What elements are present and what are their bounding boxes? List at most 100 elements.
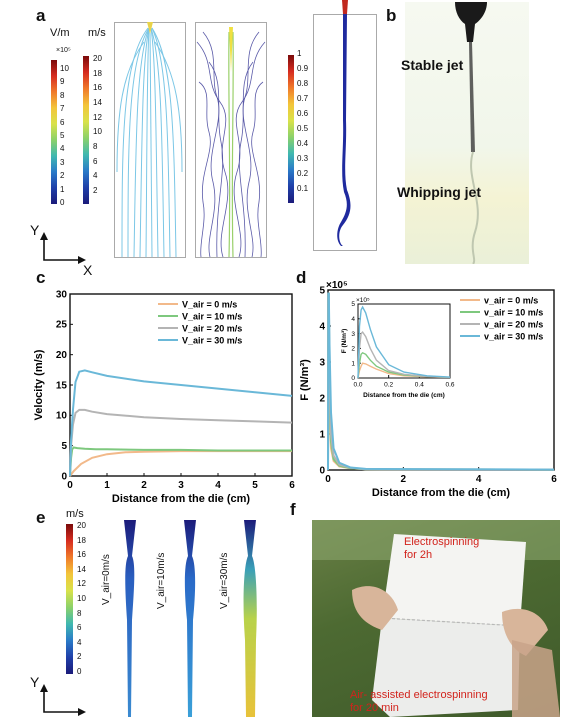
c-legend-label-0: V_air = 0 m/s (182, 300, 237, 310)
e-tick-3: 14 (77, 564, 86, 574)
axis-y-indicator-e: Y (30, 674, 40, 690)
c-xtick-label: 0 (67, 480, 73, 491)
phase-tick-0: 1 (297, 49, 302, 58)
d-ytick-label: 4 (319, 321, 325, 332)
colorbar-exponent: ×10⁵ (56, 47, 71, 54)
efield-streamline-plot (114, 22, 186, 258)
panel-label-c: c (36, 268, 46, 287)
c-xtick-label: 5 (252, 480, 258, 491)
axis-arrows-e (40, 684, 86, 716)
c-xtick-label: 6 (289, 480, 295, 491)
panel-label-e: e (36, 508, 46, 527)
e-tick-5: 10 (77, 594, 86, 603)
velocity-streamline-plot (195, 22, 267, 258)
d-inset-ytick-label: 3 (351, 331, 355, 338)
d-inset-y-exponent: ×10⁵ (356, 297, 370, 304)
d-inset-ytick-label: 1 (351, 360, 355, 367)
d-inset-ytick-label: 0 (351, 375, 355, 382)
c-xtick-label: 3 (178, 480, 184, 491)
efield-tick-9: 1 (60, 184, 65, 194)
c-legend-label-3: V_air = 30 m/s (182, 336, 242, 346)
panel-label-d: d (296, 268, 307, 287)
d-legend-label-0: v_air = 0 m/s (484, 296, 538, 306)
c-ytick-label: 10 (56, 411, 68, 422)
d-inset-ytick-label: 5 (351, 301, 355, 308)
panel-label-f: f (290, 500, 296, 519)
stable-jet-label: Stable jet (401, 57, 464, 73)
e-tick-6: 8 (77, 608, 82, 618)
d-inset-ylabel: F (N/m³) (341, 329, 348, 354)
d-inset-ytick-label: 2 (351, 346, 355, 353)
d-inset-series-line-2 (357, 331, 451, 379)
c-ytick-label: 25 (56, 320, 68, 331)
d-legend-label-2: v_air = 20 m/s (484, 320, 543, 330)
d-inset-plot-frame (357, 303, 451, 379)
c-legend-label-2: V_air = 20 m/s (182, 324, 242, 334)
efield-tick-5: 5 (60, 131, 65, 140)
phase-tick-6: 0.4 (297, 139, 309, 148)
colorbar-e (66, 524, 73, 674)
velocity-tick-2: 16 (93, 83, 102, 93)
d-ytick-label: 2 (319, 393, 325, 404)
photo-jet (405, 2, 529, 265)
phase-tick-9: 0.1 (297, 184, 309, 193)
d-inset-xtick-label: 0.4 (415, 382, 424, 389)
colorbar-phase (288, 55, 294, 203)
efield-tick-8: 2 (60, 171, 65, 181)
sim-label-30: V_air=30m/s (219, 552, 230, 609)
axis-arrows-a (40, 232, 86, 264)
force-chart: 0 2 4 6 0 1 2 3 4 5 Distance from the die (cm) F (N… (299, 280, 557, 499)
e-tick-7: 6 (77, 623, 82, 633)
c-xtick-label: 1 (104, 480, 110, 491)
c-xtick-label: 4 (215, 480, 221, 491)
jet-photo-drawing (455, 2, 487, 265)
c-ytick-label: 5 (61, 441, 67, 452)
e-tick-1: 18 (77, 535, 86, 545)
c-xlabel: Distance from the die (cm) (112, 493, 250, 505)
axis-x-indicator: X (83, 262, 93, 278)
c-legend-label-1: V_air = 10 m/s (182, 312, 242, 322)
c-ytick-label: 15 (56, 380, 68, 391)
velocity-tick-3: 14 (93, 98, 102, 107)
d-xtick-label: 6 (551, 474, 557, 485)
jet-phase-plot (313, 0, 377, 251)
velocity-chart: 0 1 2 3 4 5 6 0 5 10 15 20 25 30 Distance from the die… (33, 289, 295, 505)
efield-tick-10: 0 (60, 198, 65, 207)
fiber-mats-drawing (312, 520, 560, 717)
efield-tick-3: 7 (60, 104, 65, 114)
c-series-line-1 (69, 446, 292, 477)
phase-tick-7: 0.3 (297, 154, 309, 163)
phase-tick-1: 0.9 (297, 64, 309, 73)
e-tick-10: 0 (77, 667, 82, 676)
c-xtick-label: 2 (141, 480, 147, 491)
efield-tick-6: 4 (60, 144, 65, 154)
colorbar-efield (51, 60, 57, 204)
phase-tick-3: 0.7 (297, 94, 309, 103)
c-ytick-label: 20 (56, 350, 68, 361)
jet-velocity-sims (124, 520, 257, 717)
d-ytick-label: 1 (319, 429, 325, 440)
phase-tick-5: 0.5 (297, 124, 309, 133)
velocity-tick-9: 2 (93, 186, 98, 195)
d-y-exponent: ×10⁵ (326, 280, 348, 291)
axis-y-indicator: Y (30, 222, 40, 238)
d-ytick-label: 5 (319, 285, 325, 296)
d-ylabel: F (N/m³) (299, 359, 311, 401)
efield-tick-1: 9 (60, 77, 65, 87)
d-xlabel: Distance from the die (cm) (372, 487, 510, 499)
sim-label-0: V_air=0m/s (101, 554, 112, 605)
e-tick-9: 2 (77, 652, 82, 662)
efield-tick-0: 10 (60, 64, 69, 73)
e-tick-4: 12 (77, 579, 86, 589)
d-ytick-label: 3 (319, 357, 325, 368)
d-series-line-3 (327, 292, 555, 471)
e-tick-2: 16 (77, 550, 86, 560)
panel-label-a: a (36, 6, 46, 25)
velocity-tick-5: 10 (93, 127, 102, 137)
colorbar-title-e: m/s (66, 508, 84, 520)
efield-tick-7: 3 (60, 157, 65, 167)
c-ylabel: Velocity (m/s) (33, 349, 45, 420)
efield-tick-4: 6 (60, 117, 65, 127)
panel-label-b: b (386, 6, 397, 25)
mat-label-bottom: Air- assisted electrospinning for 20 min (350, 689, 488, 714)
